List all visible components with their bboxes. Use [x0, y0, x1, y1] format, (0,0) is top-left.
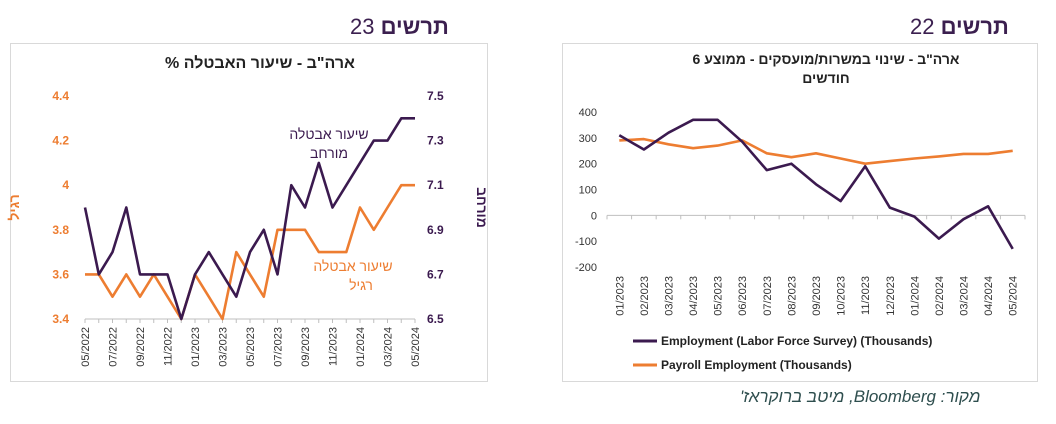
x-tick-label: 07/2023 — [273, 327, 285, 367]
x-tick-label: 11/2023 — [860, 276, 872, 315]
employment-change-chart: ארה"ב - שינוי במשרות/מועסקים - ממוצע 6 חו… — [575, 51, 1026, 372]
right-y-tick-label: 7.1 — [427, 178, 444, 192]
x-tick-label: 04/2023 — [688, 276, 700, 316]
chart-23-header: תרשים 23 — [350, 14, 449, 40]
y-tick-label: 200 — [579, 159, 597, 171]
left-y-tick-label: 4.2 — [52, 134, 69, 148]
broad-rate-series-label: מורחב — [310, 145, 348, 161]
right-y-tick-label: 7.3 — [427, 134, 444, 148]
chart-22-header-word: תרשים — [940, 14, 1009, 39]
chart-23-header-number: 23 — [350, 14, 375, 39]
y-tick-label: -100 — [575, 236, 597, 248]
left-y-tick-label: 3.8 — [52, 223, 69, 237]
y-tick-label: 400 — [579, 107, 597, 119]
regular-rate-line — [85, 183, 415, 321]
x-tick-label: 09/2022 — [135, 327, 147, 367]
chart-title: ארה"ב - שינוי במשרות/מועסקים - ממוצע 6 — [693, 51, 960, 67]
left-y-tick-label: 4.4 — [52, 89, 69, 103]
chart-22-header: תרשים 22 — [910, 14, 1009, 40]
x-tick-label: 12/2023 — [885, 276, 897, 316]
unemployment-chart: ארה"ב - שיעור האבטלה % 3.4 3.6 3.8 4 4.2 4.4 6.… — [6, 54, 490, 367]
y-tick-label: 100 — [579, 185, 597, 197]
x-tick-label: 03/2023 — [663, 276, 675, 316]
x-tick-label: 07/2022 — [108, 327, 120, 367]
left-y-tick-label: 3.6 — [52, 267, 69, 281]
x-tick-label: 03/2023 — [218, 327, 230, 367]
x-tick-label: 11/2023 — [328, 327, 340, 366]
right-y-tick-label: 7.5 — [427, 89, 444, 103]
legend-label: Employment (Labor Force Survey) (Thousan… — [661, 334, 932, 348]
chart-title: ארה"ב - שיעור האבטלה % — [165, 54, 355, 72]
unemployment-chart-panel: ארה"ב - שיעור האבטלה % 3.4 3.6 3.8 4 4.2 4.4 6.… — [6, 43, 490, 382]
chart-title: חודשים — [802, 70, 849, 86]
right-axis-label: מורחב — [474, 187, 490, 228]
left-y-tick-label: 3.4 — [52, 312, 69, 326]
source-note: מקור: Bloomberg, מיטב ברוקראז' — [740, 387, 981, 406]
x-tick-label: 10/2023 — [836, 276, 848, 316]
chart-23-header-word: תרשים — [380, 14, 449, 39]
x-tick-label: 05/2023 — [245, 327, 257, 367]
x-tick-label: 05/2022 — [80, 327, 92, 367]
x-tick-label: 04/2024 — [983, 276, 995, 316]
x-tick-label: 01/2024 — [909, 276, 921, 316]
x-tick-label: 11/2022 — [163, 327, 175, 366]
broad-rate-line — [83, 117, 415, 321]
regular-rate-series-label: שיעור אבטלה — [313, 258, 392, 274]
right-y-tick-label: 6.7 — [427, 267, 444, 281]
legend-label: Payroll Employment (Thousands) — [661, 358, 852, 372]
x-tick-label: 08/2023 — [786, 276, 798, 316]
x-tick-label: 03/2024 — [383, 327, 395, 367]
y-tick-label: 300 — [579, 133, 597, 145]
x-tick-label: 01/2024 — [355, 327, 367, 367]
left-y-tick-label: 4 — [62, 178, 69, 192]
y-tick-label: 0 — [591, 210, 597, 222]
left-axis-label: רגיל — [6, 194, 22, 220]
x-tick-label: 09/2023 — [300, 327, 312, 367]
x-tick-label: 07/2023 — [762, 276, 774, 316]
payroll-employment-line — [619, 137, 1013, 165]
x-tick-label: 03/2024 — [959, 276, 971, 316]
labor-force-survey-line — [618, 118, 1014, 250]
right-y-tick-label: 6.5 — [427, 312, 444, 326]
employment-change-chart-panel: ארה"ב - שינוי במשרות/מועסקים - ממוצע 6 חו… — [562, 43, 1038, 382]
x-tick-label: 05/2023 — [713, 276, 725, 316]
x-tick-label: 01/2023 — [614, 276, 626, 316]
chart-22-header-number: 22 — [910, 14, 935, 39]
y-tick-label: -200 — [575, 262, 597, 274]
x-tick-label: 02/2023 — [639, 276, 651, 316]
broad-rate-series-label: שיעור אבטלה — [289, 126, 368, 142]
x-tick-label: 06/2023 — [737, 276, 749, 316]
x-tick-label: 09/2023 — [811, 276, 823, 316]
x-tick-label: 05/2024 — [1008, 276, 1020, 316]
x-tick-label: 05/2024 — [410, 327, 422, 367]
right-y-tick-label: 6.9 — [427, 223, 444, 237]
regular-rate-series-label: רגיל — [349, 277, 373, 293]
x-tick-label: 01/2023 — [190, 327, 202, 367]
x-tick-label: 02/2024 — [934, 276, 946, 316]
